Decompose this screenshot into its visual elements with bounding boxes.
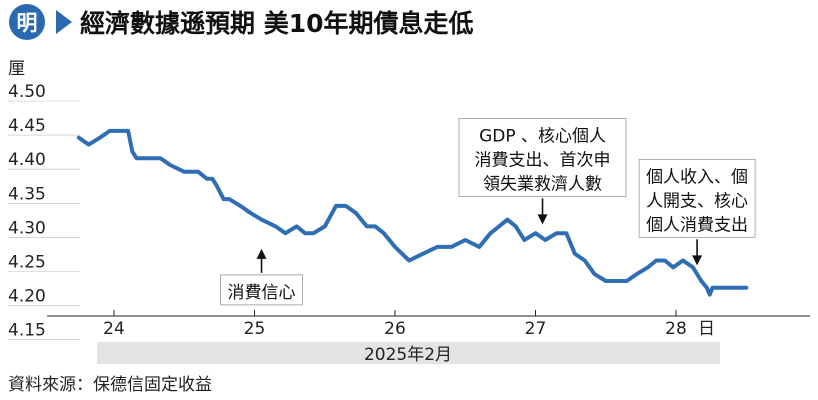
y-tick-label: 4.45	[8, 116, 46, 136]
y-tick-label: 4.35	[8, 184, 46, 204]
annotation-text: 個人消費支出	[646, 215, 748, 235]
logo-badge	[9, 4, 45, 40]
y-tick-label: 4.15	[8, 321, 46, 341]
chart-header: 明 經濟數據遜預期 美10年期債息走低	[9, 4, 474, 40]
source-note: 資料來源：保德信固定收益	[8, 375, 212, 395]
y-tick-label: 4.20	[8, 287, 46, 307]
x-tick-label: 26	[384, 319, 406, 339]
x-tick-label: 27	[525, 319, 547, 339]
annotation-text: 消費支出、首次申	[475, 150, 611, 170]
annotation-text: 個人收入、個	[646, 167, 748, 187]
chart-title: 經濟數據遜預期 美10年期債息走低	[80, 9, 474, 38]
series-line-yield	[76, 128, 749, 297]
month-band	[97, 342, 720, 364]
y-tick-label: 4.30	[8, 218, 46, 238]
annotation-text: 人開支、核心	[646, 191, 748, 211]
annotation-text: GDP 、核心個人	[479, 126, 606, 146]
annotation-box	[220, 274, 303, 306]
annotation-box	[458, 118, 627, 197]
annotation-text: 消費信心	[228, 283, 296, 303]
month-label: 2025年2月	[364, 345, 452, 365]
x-axis-unit-label: 日	[698, 319, 715, 339]
logo-text: 明	[17, 11, 38, 35]
y-axis-ticks: 4.50 4.45 4.40 4.35 4.30 4.25 4.20 4.15	[8, 82, 80, 341]
x-tick-label: 28	[665, 319, 687, 339]
y-tick-label: 4.40	[8, 150, 46, 170]
y-tick-label: 4.25	[8, 253, 46, 273]
annotation-arrow-head-icon	[692, 255, 703, 266]
annotation-arrow-head-icon	[537, 214, 548, 225]
x-axis-ticks: 24 25 26 27 28	[103, 310, 687, 339]
annotation-box	[638, 158, 756, 238]
y-axis-unit-label: 厘	[8, 59, 25, 79]
y-tick-label: 4.50	[8, 82, 46, 102]
annotation-text: 領失業救濟人數	[483, 174, 602, 194]
x-tick-label: 25	[244, 319, 266, 339]
title-arrow-icon	[56, 10, 72, 34]
annotation-arrow-head-icon	[256, 248, 267, 259]
annotation: 消費信心	[220, 248, 303, 306]
x-tick-label: 24	[103, 319, 125, 339]
